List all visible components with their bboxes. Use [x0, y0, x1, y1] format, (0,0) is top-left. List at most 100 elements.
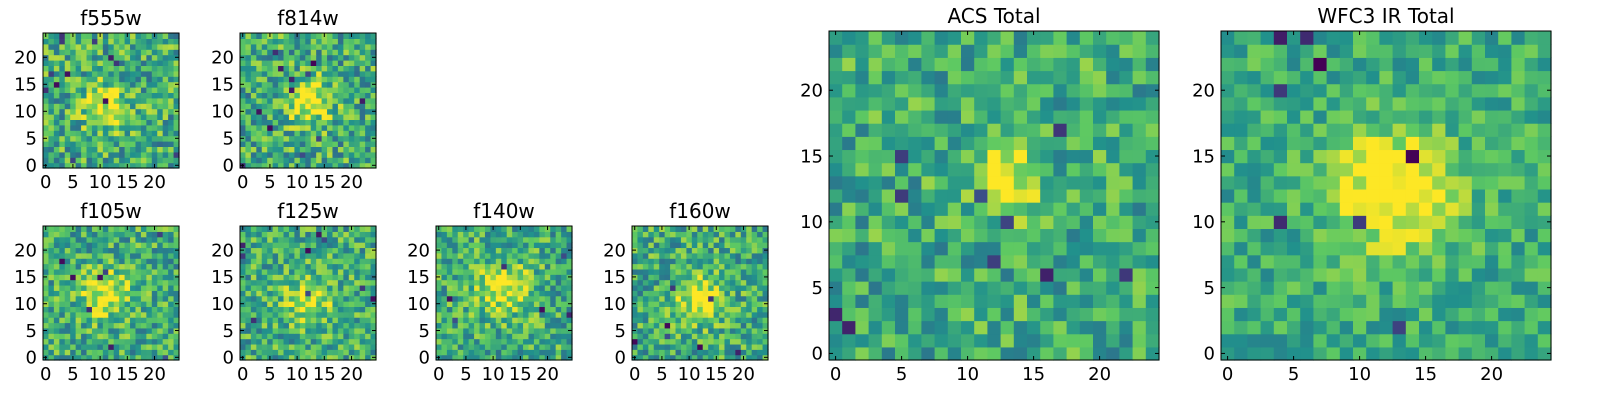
heatmap-cell: [501, 290, 508, 297]
heatmap-cell: [86, 114, 93, 120]
heatmap-cell: [354, 236, 361, 243]
heatmap-cell: [1000, 44, 1015, 58]
heatmap-cell: [1040, 70, 1054, 85]
heatmap-cell: [354, 284, 361, 291]
heatmap-cell: [146, 65, 153, 72]
heatmap-cell: [474, 284, 481, 291]
heatmap-cell: [113, 81, 120, 88]
heatmap-cell: [135, 33, 142, 39]
heatmap-cell: [653, 322, 660, 329]
heatmap-cell: [974, 228, 988, 243]
heatmap-cell: [299, 242, 306, 249]
heatmap-cell: [1247, 307, 1262, 322]
heatmap-cell: [1145, 149, 1160, 164]
heatmap-cell: [1000, 149, 1015, 164]
heatmap-cell: [550, 311, 557, 318]
heatmap-cell: [512, 333, 519, 340]
heatmap-cell: [348, 333, 355, 340]
heatmap-cell: [53, 135, 60, 142]
heatmap-cell: [337, 38, 344, 45]
heatmap-cell: [261, 157, 268, 164]
heatmap-cell: [327, 349, 334, 356]
heatmap-cell: [561, 301, 568, 307]
heatmap-cell: [436, 338, 443, 345]
heatmap-cell: [1419, 241, 1433, 256]
heatmap-cell: [310, 33, 317, 39]
heatmap-cell: [1379, 267, 1394, 282]
heatmap-cell: [59, 151, 66, 158]
heatmap-cell: [501, 338, 508, 345]
heatmap-cell: [868, 215, 883, 229]
heatmap-cell: [256, 247, 263, 254]
heatmap-cell: [1234, 281, 1248, 295]
heatmap-cell: [343, 226, 350, 232]
heatmap-cell: [1066, 96, 1081, 111]
heatmap-cell: [316, 236, 323, 243]
heatmap-cell: [1079, 149, 1094, 164]
heatmap-cell: [762, 268, 769, 275]
heatmap-cell: [310, 317, 317, 324]
heatmap-cell: [48, 247, 55, 254]
heatmap-cell: [512, 343, 519, 350]
heatmap-cell: [135, 268, 142, 275]
heatmap-cell: [544, 327, 551, 334]
heatmap-cell: [130, 247, 137, 254]
heatmap-cell: [124, 284, 131, 291]
heatmap-cell: [1119, 320, 1134, 335]
heatmap-cell: [294, 306, 301, 313]
heatmap-cell: [680, 263, 687, 270]
heatmap-cell: [1119, 281, 1134, 295]
heatmap-cell: [1419, 333, 1433, 348]
heatmap-cell: [250, 124, 257, 131]
heatmap-cell: [1419, 162, 1433, 177]
heatmap-cell: [452, 263, 459, 270]
heatmap-cell: [1379, 294, 1394, 308]
heatmap-cell: [517, 242, 524, 249]
heatmap-cell: [278, 301, 285, 307]
heatmap-cell: [974, 162, 988, 177]
heatmap-cell: [697, 274, 704, 281]
heatmap-cell: [113, 301, 120, 307]
heatmap-cell: [64, 87, 71, 93]
heatmap-cell: [245, 343, 252, 350]
heatmap-cell: [974, 136, 988, 151]
heatmap-cell: [48, 333, 55, 340]
heatmap-cell: [140, 290, 147, 297]
heatmap-cell: [327, 263, 334, 270]
heatmap-cell: [97, 124, 104, 131]
heatmap-cell: [517, 322, 524, 329]
heatmap-cell: [934, 149, 949, 164]
heatmap-cell: [757, 317, 764, 324]
heatmap-cell: [1132, 57, 1147, 72]
heatmap-cell: [474, 317, 481, 324]
heatmap-cell: [250, 130, 257, 137]
heatmap-cell: [299, 81, 306, 88]
heatmap-cell: [75, 258, 82, 265]
heatmap-cell: [283, 322, 290, 329]
heatmap-cell: [842, 109, 856, 124]
heatmap-cell: [288, 306, 295, 313]
heatmap-cell: [146, 97, 153, 104]
heatmap-cell: [113, 279, 120, 286]
heatmap-cell: [842, 346, 856, 361]
heatmap-cell: [162, 54, 169, 61]
heatmap-cell: [1379, 202, 1394, 216]
heatmap-cell: [108, 322, 115, 329]
heatmap-cell: [321, 290, 328, 297]
heatmap-cell: [278, 311, 285, 318]
heatmap-cell: [86, 162, 93, 169]
heatmap-cell: [53, 151, 60, 158]
heatmap-cell: [719, 242, 726, 249]
heatmap-cell: [713, 263, 720, 270]
heatmap-cell: [53, 157, 60, 164]
heatmap-cell: [648, 263, 655, 270]
heatmap-cell: [895, 57, 909, 72]
heatmap-cell: [119, 70, 126, 77]
heatmap-cell: [162, 130, 169, 137]
heatmap-cell: [1145, 333, 1160, 348]
heatmap-cell: [102, 103, 109, 110]
heatmap-cell: [1247, 228, 1262, 243]
heatmap-cell: [506, 242, 513, 249]
heatmap-cell: [686, 327, 693, 334]
heatmap-cell: [267, 54, 274, 61]
